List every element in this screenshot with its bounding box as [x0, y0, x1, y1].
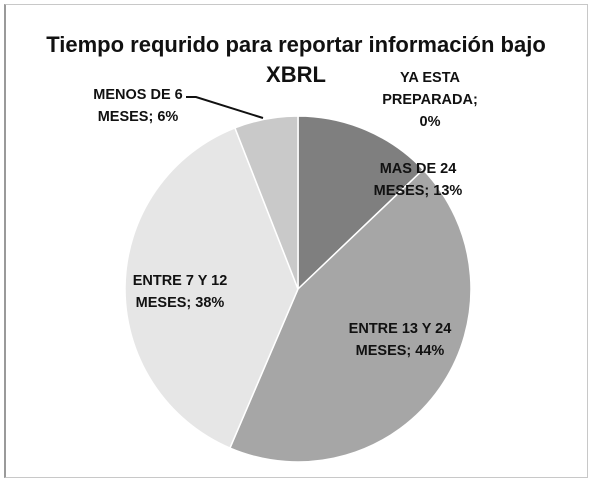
leader-line [186, 96, 264, 119]
data-label: ENTRE 13 Y 24 MESES; 44% [348, 321, 452, 359]
pie-slice [297, 115, 425, 291]
chart-title: Tiempo requrido para reportar informació… [46, 32, 546, 87]
data-label: MAS DE 24 MESES; 13% [373, 161, 463, 199]
data-label: YA ESTA PREPARADA; 0% [382, 70, 478, 130]
pie-slice [228, 168, 472, 463]
pie-slice [233, 115, 299, 290]
chart-frame [4, 4, 588, 478]
pie-slice [124, 126, 299, 450]
data-label: ENTRE 7 Y 12 MESES; 38% [132, 273, 228, 311]
data-label: MENOS DE 6 MESES; 6% [93, 87, 183, 125]
